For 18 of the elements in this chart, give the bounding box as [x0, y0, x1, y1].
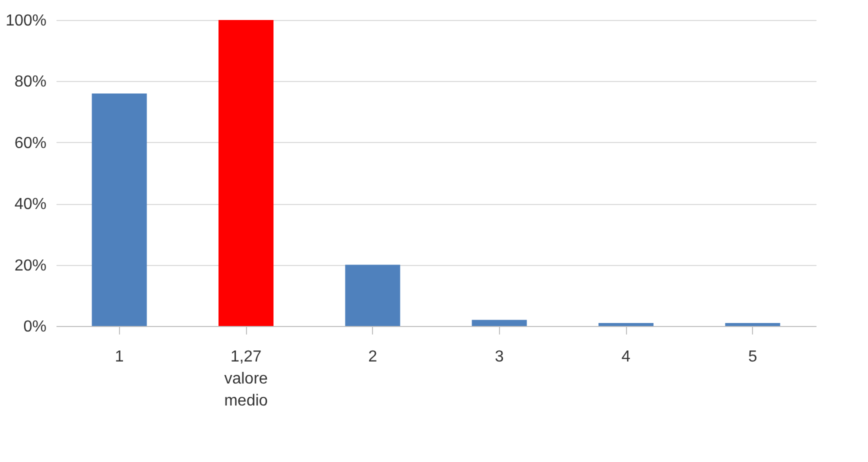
- x-tick-label: 5: [748, 348, 758, 366]
- x-tick-label: 1,27 valore medio: [224, 348, 268, 410]
- x-tick-label: 1: [114, 348, 124, 366]
- x-tick-label: 2: [368, 348, 378, 366]
- y-tick-label: 20%: [14, 257, 46, 274]
- bar: [92, 93, 147, 326]
- bar: [598, 322, 654, 326]
- bar: [345, 264, 400, 326]
- x-tick-label: 4: [622, 348, 631, 366]
- y-tick-label: 60%: [14, 134, 46, 152]
- bar: [218, 20, 274, 326]
- y-tick-label: 100%: [6, 12, 46, 30]
- y-tick-label: 40%: [14, 196, 46, 214]
- bar: [725, 322, 780, 326]
- x-tick-label: 3: [494, 348, 504, 366]
- y-tick-label: 0%: [23, 318, 46, 336]
- bar: [472, 320, 527, 326]
- y-tick-label: 80%: [14, 74, 46, 91]
